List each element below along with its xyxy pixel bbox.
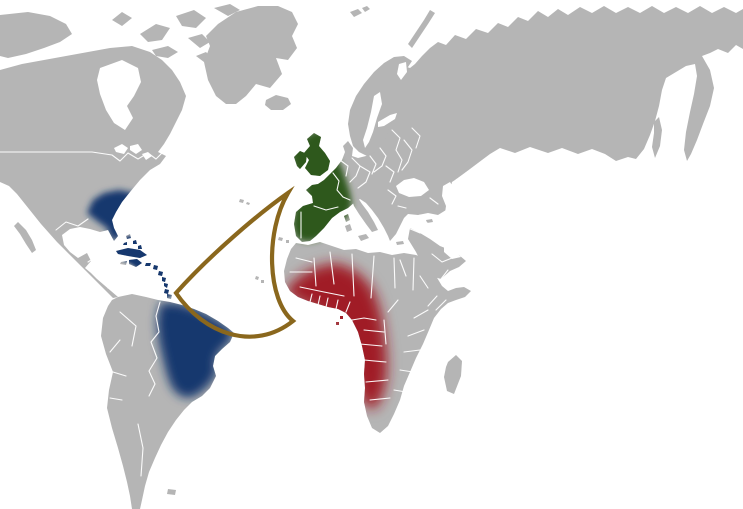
borders-africa xyxy=(289,251,447,401)
gulf-of-finland xyxy=(378,113,397,127)
white-sea xyxy=(397,62,407,80)
borders-middle-east xyxy=(407,157,487,280)
gulf-of-bothnia xyxy=(363,92,382,148)
region-caribbean xyxy=(112,236,174,298)
borders-europe xyxy=(300,127,421,239)
black-sea xyxy=(396,178,429,197)
great-lakes xyxy=(114,144,152,160)
triangle-trade-route xyxy=(173,185,297,339)
country-borders xyxy=(0,127,487,477)
greenland xyxy=(204,6,298,104)
madagascar xyxy=(444,355,462,394)
caspian-sea xyxy=(442,182,457,232)
region-western-europe xyxy=(290,130,352,242)
inner-seas xyxy=(97,60,461,259)
iceland xyxy=(265,95,291,110)
borders-north-america xyxy=(0,151,163,289)
hudson-bay xyxy=(97,60,141,130)
persian-gulf xyxy=(444,246,461,259)
borders-south-america xyxy=(109,301,161,477)
